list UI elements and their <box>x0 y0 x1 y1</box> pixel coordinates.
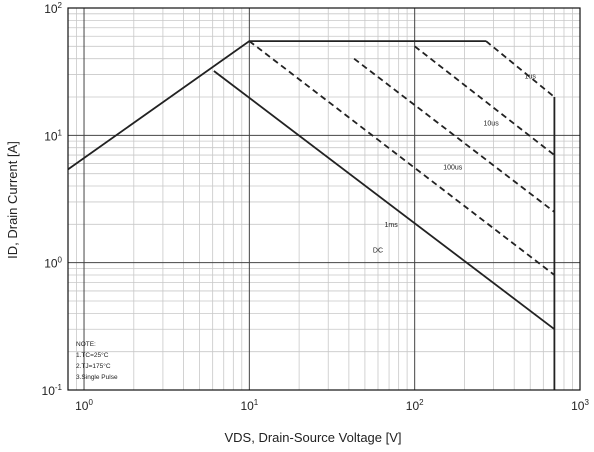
series-line-1us <box>485 40 555 98</box>
note-line: 3.Single Pulse <box>76 374 118 381</box>
x-tick-label: 101 <box>240 398 258 413</box>
series-label-dc: DC <box>373 248 383 255</box>
x-tick-label: 103 <box>571 398 589 413</box>
y-tick-label: 101 <box>44 128 62 143</box>
x-tick-labels: 100 101 102 103 <box>75 398 589 413</box>
series-label-1ms: 1ms <box>384 222 398 229</box>
series-labels: 1us 10us 100us 1ms DC <box>373 73 536 254</box>
major-grid <box>68 8 580 391</box>
y-tick-label: 102 <box>44 1 62 16</box>
x-tick-label: 100 <box>75 398 93 413</box>
series-line-1ms <box>248 40 555 276</box>
series-label-10us: 10us <box>484 120 500 127</box>
x-tick-label: 102 <box>406 398 424 413</box>
y-axis-title: ID, Drain Current [A] <box>5 141 20 259</box>
note-box: NOTE: 1.TC=25°C 2.TJ=175°C 3.Single Pulse <box>76 341 118 381</box>
series-line-dc <box>213 70 555 330</box>
series-label-100us: 100us <box>443 164 463 171</box>
y-tick-label: 10-1 <box>42 383 63 398</box>
y-tick-labels: 10-1 100 101 102 <box>42 1 63 398</box>
series-lines <box>67 40 556 390</box>
series-line-100us <box>353 57 555 213</box>
note-line: NOTE: <box>76 341 96 348</box>
y-tick-label: 100 <box>44 256 62 271</box>
minor-grid <box>67 8 580 390</box>
x-axis-title: VDS, Drain-Source Voltage [V] <box>224 430 401 445</box>
note-line: 1.TC=25°C <box>76 351 109 359</box>
series-line-10us <box>414 45 555 156</box>
series-label-1us: 1us <box>525 73 537 80</box>
note-line: 2.TJ=175°C <box>76 362 111 370</box>
series-line-limit-0 <box>67 40 486 171</box>
plot-frame <box>67 7 581 391</box>
